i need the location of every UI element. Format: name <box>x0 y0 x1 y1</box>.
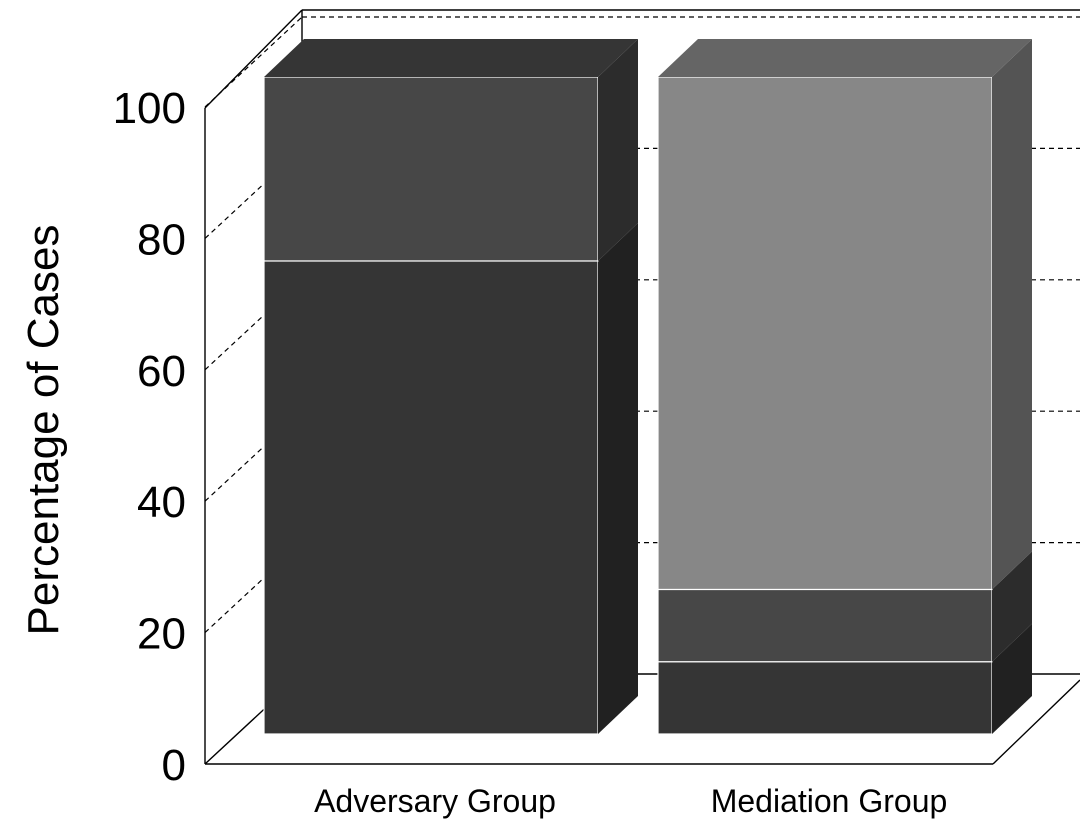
bar-segment-side <box>598 222 638 734</box>
gridline-left-wall <box>204 16 303 108</box>
y-tick-label: 100 <box>113 84 186 133</box>
bar-segment-top <box>658 39 1032 77</box>
bar-segment-front <box>657 76 993 591</box>
y-tick-label: 80 <box>137 215 186 264</box>
bar-segment-side <box>992 39 1032 590</box>
bar-segment-front <box>263 260 599 735</box>
bar-segment-side <box>598 39 638 261</box>
y-tick-label: 0 <box>162 741 186 790</box>
bar-segment-front <box>263 76 599 262</box>
y-axis-label: Percentage of Cases <box>19 225 68 636</box>
x-tick-label: Adversary Group <box>314 783 556 819</box>
bar-segment-side <box>992 623 1032 734</box>
x-tick-labels: Adversary Group Mediation Group <box>314 783 947 819</box>
y-tick-labels: 0 20 40 60 80 100 <box>113 84 186 790</box>
x-tick-label: Mediation Group <box>711 783 948 819</box>
bar-segment-side <box>992 551 1032 662</box>
bar-segment-front <box>657 661 993 735</box>
y-tick-label: 20 <box>137 610 186 659</box>
y-tick-label: 40 <box>137 478 186 527</box>
bars <box>263 39 1032 735</box>
bar-segment-top <box>264 39 638 77</box>
y-tick-label: 60 <box>137 347 186 396</box>
bar-segment-front <box>657 588 993 663</box>
floor-right-edge <box>992 679 1080 765</box>
